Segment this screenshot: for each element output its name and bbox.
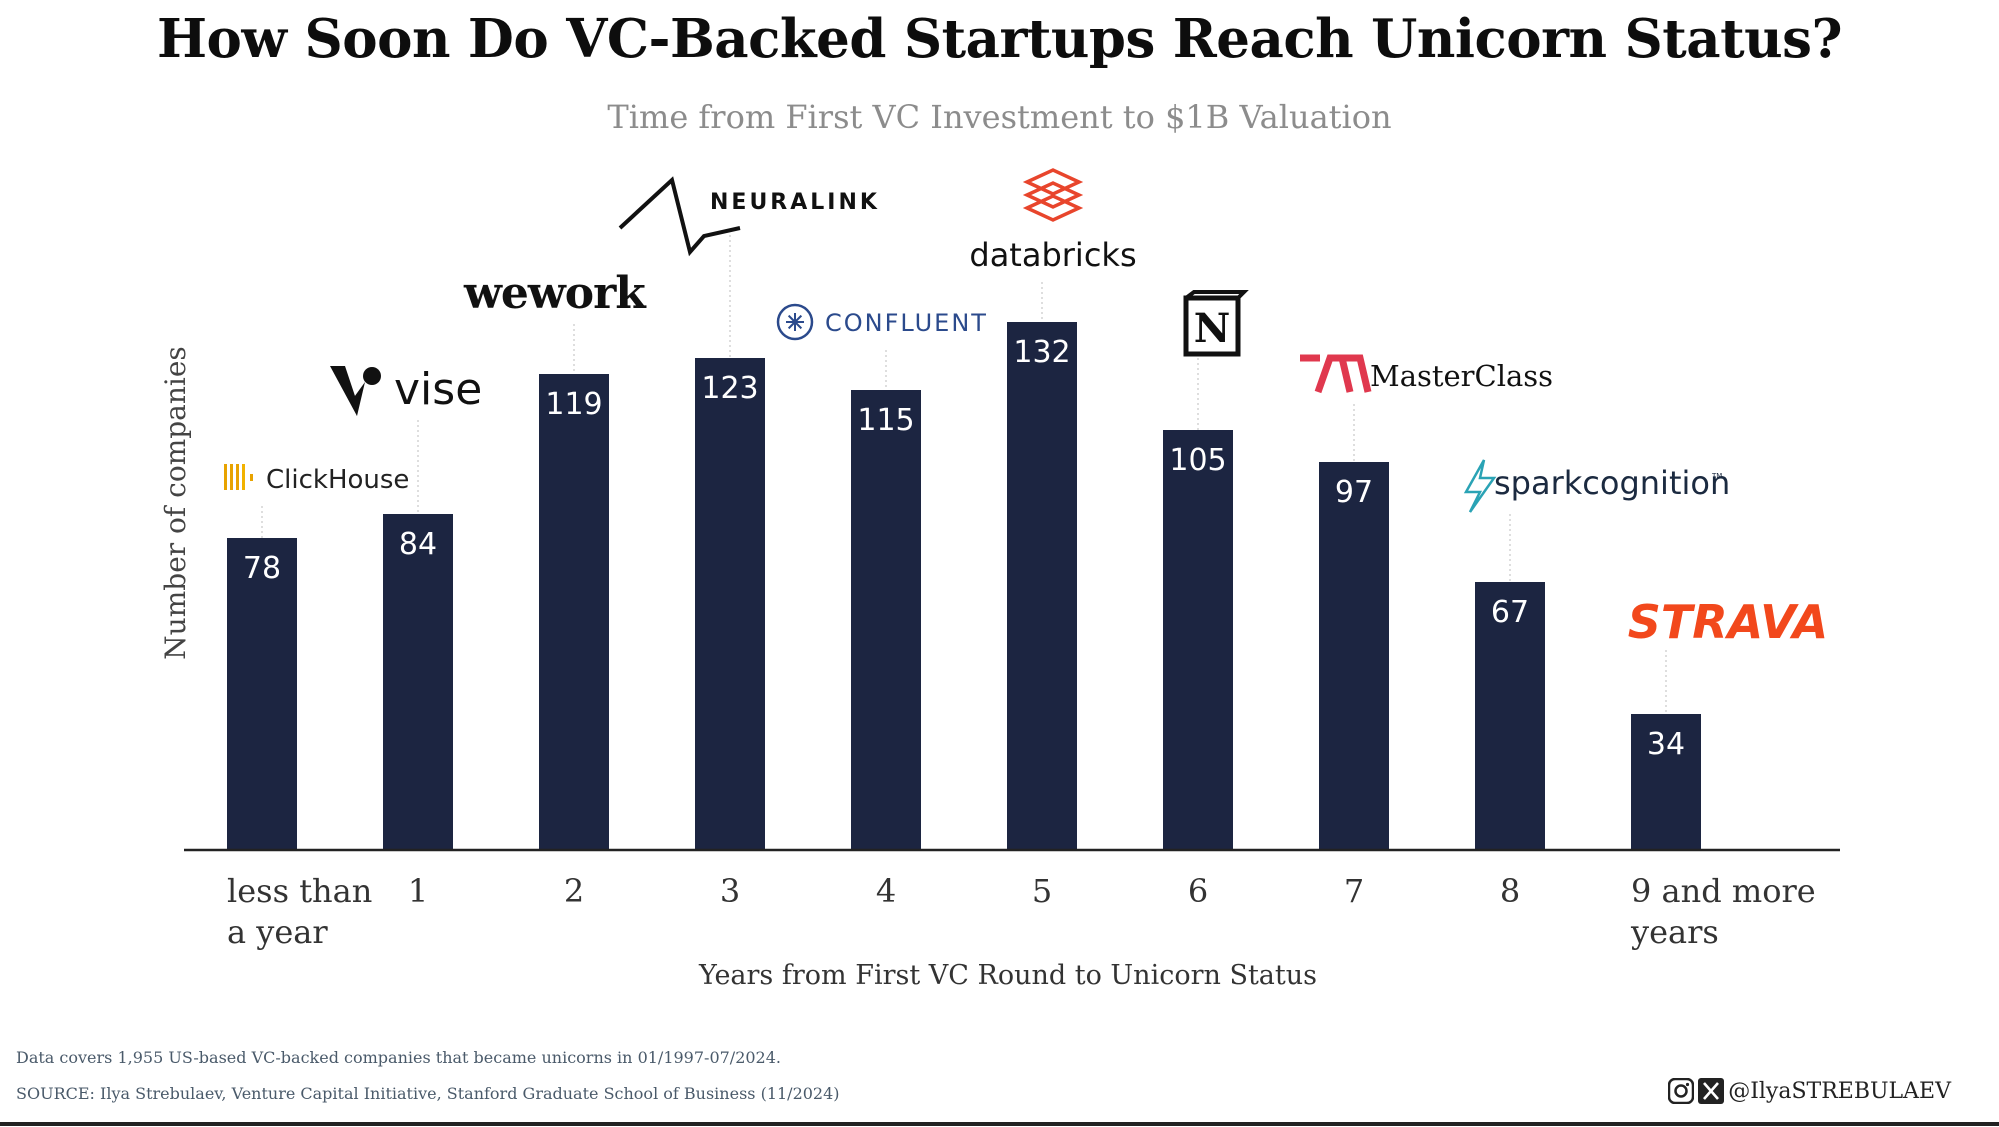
vise-v-icon (330, 366, 381, 416)
chart-title: How Soon Do VC-Backed Startups Reach Uni… (156, 8, 1843, 70)
bar-value-label: 132 (1013, 335, 1070, 370)
masterclass-m (1300, 354, 1372, 394)
databricks-stack-icon (1022, 168, 1084, 222)
social-handle[interactable]: @IlyaSTREBULAEV (1668, 1078, 1951, 1104)
bars-group: 78 84 119 123 115 132 105 97 67 34 (227, 322, 1701, 850)
strava-text: STRAVA (1628, 595, 1829, 649)
bar[interactable] (1319, 462, 1389, 850)
sparkcognition-bolt-icon (1463, 459, 1497, 513)
instagram-icon[interactable] (1668, 1078, 1695, 1104)
databricks-layer (1022, 168, 1084, 196)
vise-v-stroke (330, 366, 357, 416)
masterclass-m-icon (1300, 354, 1372, 394)
x-tick-label: less than (227, 872, 372, 910)
confluent-ray (787, 321, 796, 330)
clickhouse-bar (250, 474, 253, 481)
clickhouse-text: ClickHouse (266, 465, 409, 495)
x-tick-label: 7 (1344, 872, 1364, 910)
bar[interactable] (227, 538, 297, 850)
bar-value-label: 97 (1335, 475, 1373, 510)
bar[interactable] (1163, 430, 1233, 850)
x-tick-label: years (1630, 913, 1719, 951)
bar-value-label: 84 (399, 527, 437, 562)
notion-box (1183, 295, 1241, 357)
sparkcognition-tm: TM (1711, 472, 1722, 480)
sparkcognition-text: sparkcognition (1494, 464, 1730, 502)
bar-value-label: 115 (857, 403, 914, 438)
databricks-layer (1022, 194, 1084, 222)
x-tick-label: 8 (1500, 872, 1520, 910)
x-tick-label: 2 (564, 872, 584, 910)
clickhouse-bar (230, 464, 233, 490)
clickhouse-bar (242, 464, 245, 490)
clickhouse-bars-icon (224, 464, 253, 490)
logo-wework: wework (463, 268, 648, 319)
bar-value-label: 34 (1647, 727, 1685, 762)
logos-group: ClickHouse vise wework NEURALINK CONFLUENT da… (224, 168, 1829, 649)
bar[interactable] (383, 514, 453, 850)
x-tick-label: a year (227, 913, 328, 951)
bar[interactable] (1475, 582, 1545, 850)
neuralink-text: NEURALINK (710, 190, 880, 215)
clickhouse-bar (236, 464, 239, 490)
wework-text: wework (463, 268, 647, 319)
bar-value-label: 67 (1491, 595, 1529, 630)
confluent-starburst-icon (776, 303, 814, 341)
bar-value-label: 123 (701, 371, 758, 406)
logo-neuralink: NEURALINK (618, 176, 880, 257)
bar[interactable] (539, 374, 609, 850)
x-tick-label: 9 and more (1631, 872, 1816, 910)
vise-text: vise (394, 364, 482, 415)
bar-value-label: 105 (1169, 443, 1226, 478)
bar[interactable] (695, 358, 765, 850)
footnote-source: SOURCE: Ilya Strebulaev, Venture Capital… (16, 1084, 840, 1103)
neuralink-waveform-icon (618, 176, 741, 257)
bar-value-label: 78 (243, 551, 281, 586)
x-tick-label: 4 (876, 872, 896, 910)
notion-edge (1184, 290, 1249, 300)
logo-databricks: databricks (969, 168, 1137, 274)
x-axis-label: Years from First VC Round to Unicorn Sta… (698, 960, 1317, 991)
clickhouse-bar (224, 464, 227, 490)
logo-clickhouse: ClickHouse (224, 464, 409, 495)
x-tick-label: 1 (408, 872, 428, 910)
x-tick-label: 6 (1188, 872, 1208, 910)
x-tick-label: 3 (720, 872, 740, 910)
logo-leader-lines (261, 230, 1667, 714)
bar[interactable] (1007, 322, 1077, 850)
logo-confluent: CONFLUENT (776, 303, 988, 341)
confluent-text: CONFLUENT (825, 309, 988, 337)
x-icon[interactable] (1698, 1078, 1725, 1104)
confluent-ring (776, 303, 814, 341)
vise-dot (363, 367, 381, 385)
footnote-data-coverage: Data covers 1,955 US-based VC-backed com… (16, 1048, 781, 1067)
logo-vise: vise (330, 364, 482, 416)
confluent-ray (794, 314, 803, 323)
bar[interactable] (851, 390, 921, 850)
confluent-ray (794, 321, 803, 330)
bottom-rule (0, 1122, 1999, 1126)
logo-notion: N (1183, 290, 1249, 357)
logo-masterclass: MasterClass (1300, 354, 1553, 394)
notion-text: N (1194, 305, 1231, 352)
databricks-layer (1022, 181, 1084, 209)
y-axis-label: Number of companies (159, 346, 192, 660)
bar[interactable] (1631, 714, 1701, 850)
bar-value-label: 119 (545, 387, 602, 422)
logo-strava: STRAVA (1628, 595, 1829, 649)
confluent-ray (787, 314, 796, 323)
notion-cube-icon (1183, 290, 1249, 357)
masterclass-text: MasterClass (1370, 359, 1553, 393)
chart-subtitle: Time from First VC Investment to $1B Val… (607, 98, 1392, 136)
databricks-text: databricks (969, 236, 1136, 274)
handle-text[interactable]: @IlyaSTREBULAEV (1728, 1078, 1951, 1104)
x-tick-label: 5 (1032, 872, 1052, 910)
vise-v-stroke (352, 382, 365, 416)
